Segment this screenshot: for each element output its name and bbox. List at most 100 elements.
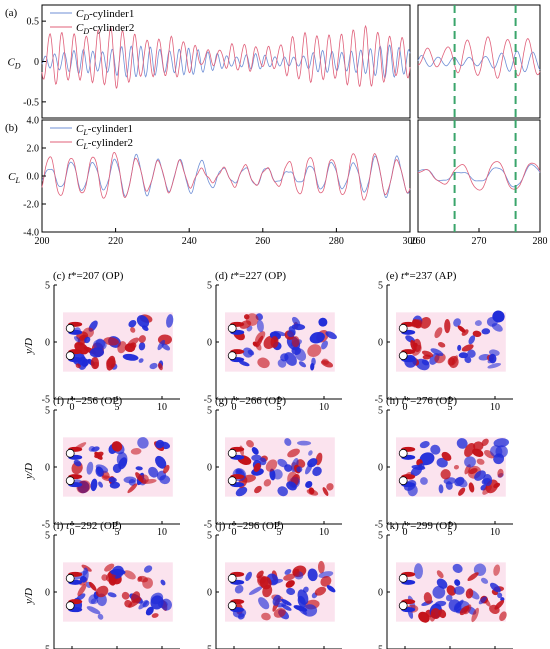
vortex-blob	[86, 461, 94, 475]
x-tick-label: 10	[490, 402, 500, 413]
vortex-blob	[418, 463, 425, 470]
vortex-blob	[488, 353, 497, 364]
vortex-blob	[452, 563, 463, 573]
chart-panel-3: 260 270 280	[411, 119, 548, 247]
vortex-blob	[84, 336, 91, 344]
vortex-blob	[305, 480, 313, 489]
vortex-blob	[457, 344, 462, 352]
x-tick-label: 260	[411, 236, 426, 247]
snapshot-panel-3: (f) t*=256 (OP)50-50 5 10y/D	[23, 395, 180, 538]
vortex-blob	[412, 319, 422, 329]
vortex-blob	[308, 487, 315, 495]
vortex-blob	[137, 437, 149, 449]
cylinder-1	[65, 573, 75, 583]
x-tick-label: 10	[319, 402, 329, 413]
x-tick-label: 0	[403, 527, 408, 538]
vortex-blob	[284, 438, 292, 446]
cylinder-2	[227, 476, 237, 486]
vortex-blob	[413, 338, 422, 352]
snapshot-panel-1: (d) t*=227 (OP)50-50 5 10	[204, 270, 342, 413]
vortex-blob	[88, 581, 97, 591]
y-tick-label: -5	[375, 395, 383, 406]
vortex-blob	[137, 576, 143, 582]
vortex-blob	[281, 604, 292, 611]
vortex-blob	[461, 344, 474, 352]
chart-panel-1	[417, 4, 541, 119]
x-tick-label: 240	[182, 236, 197, 247]
vortex-blob	[473, 441, 484, 451]
vortex-blob	[235, 486, 248, 497]
cylinder-2	[65, 476, 75, 486]
x-tick-label: 220	[108, 236, 123, 247]
x-tick-label: 10	[319, 527, 329, 538]
x-tick-label: 10	[157, 527, 167, 538]
y-tick-label: 5	[45, 531, 50, 542]
vortex-blob	[474, 320, 482, 326]
vortex-blob	[436, 570, 444, 579]
legend-entry: CL-cylinder1	[76, 123, 133, 137]
vortex-blob	[441, 451, 452, 461]
vortex-blob	[419, 441, 430, 449]
vortex-blob	[89, 347, 105, 358]
vortex-blob	[157, 362, 163, 371]
y-tick-label: 0.0	[27, 172, 40, 183]
vortex-blob	[490, 582, 501, 593]
vortex-blob	[86, 606, 101, 615]
vortex-blob	[422, 350, 434, 358]
vortex-blob	[155, 455, 167, 469]
vortex-blob	[127, 483, 138, 494]
vortex-blob	[111, 441, 123, 452]
vortex-blob	[317, 560, 325, 574]
vortex-blob	[75, 363, 81, 369]
vortex-blob	[437, 342, 446, 348]
vortex-blob	[254, 485, 262, 494]
vortex-blob	[138, 342, 146, 351]
vortex-blob	[277, 486, 289, 497]
y-tick-label: 2.0	[27, 144, 40, 155]
vortex-blob	[265, 459, 278, 472]
vortex-blob	[493, 438, 510, 448]
vortex-blob	[263, 479, 272, 487]
vortex-blob	[286, 481, 297, 491]
snapshot-panel-4: (g) t*=266 (OP)50-50 5 10	[204, 395, 342, 538]
vortex-blob	[256, 570, 264, 579]
y-tick-label: 0	[207, 463, 212, 474]
vortex-blob	[243, 314, 250, 320]
snapshot-title: (d) t*=227 (OP)	[215, 270, 286, 282]
vortex-blob	[321, 340, 328, 350]
vortex-blob	[138, 358, 144, 363]
vortex-blob	[118, 457, 128, 470]
vortex-blob	[453, 464, 459, 470]
vortex-blob	[458, 352, 469, 359]
cylinder-1	[227, 323, 237, 333]
y-tick-label: 5	[378, 531, 383, 542]
vortex-blob	[456, 438, 468, 449]
vortex-blob	[453, 599, 464, 611]
vortex-blob	[109, 481, 121, 489]
vortex-blob	[438, 609, 447, 619]
y-axis-label: y/D	[23, 588, 35, 605]
vortex-blob	[259, 457, 267, 466]
snapshot-panel-5: (h) t*=276 (OP)50-50 5 10	[375, 395, 513, 538]
vortex-blob	[159, 475, 171, 485]
vortex-blob	[234, 584, 244, 594]
vortex-blob	[321, 358, 329, 365]
y-tick-label: 0.5	[27, 17, 40, 28]
cylinder-1	[398, 573, 408, 583]
vortex-blob	[163, 464, 170, 474]
y-tick-label: 0	[34, 57, 39, 68]
cylinder-2	[398, 601, 408, 611]
vortex-blob	[123, 476, 137, 484]
y-tick-label: 5	[45, 406, 50, 417]
vortex-blob	[284, 568, 292, 575]
y-tick-label: 0	[207, 338, 212, 349]
vortex-blob	[499, 611, 507, 622]
vortex-blob	[128, 319, 137, 328]
legend-entry: CL-cylinder2	[76, 137, 133, 151]
vortex-blob	[444, 318, 451, 334]
vortex-blob	[94, 451, 103, 460]
x-tick-label: 0	[232, 402, 237, 413]
